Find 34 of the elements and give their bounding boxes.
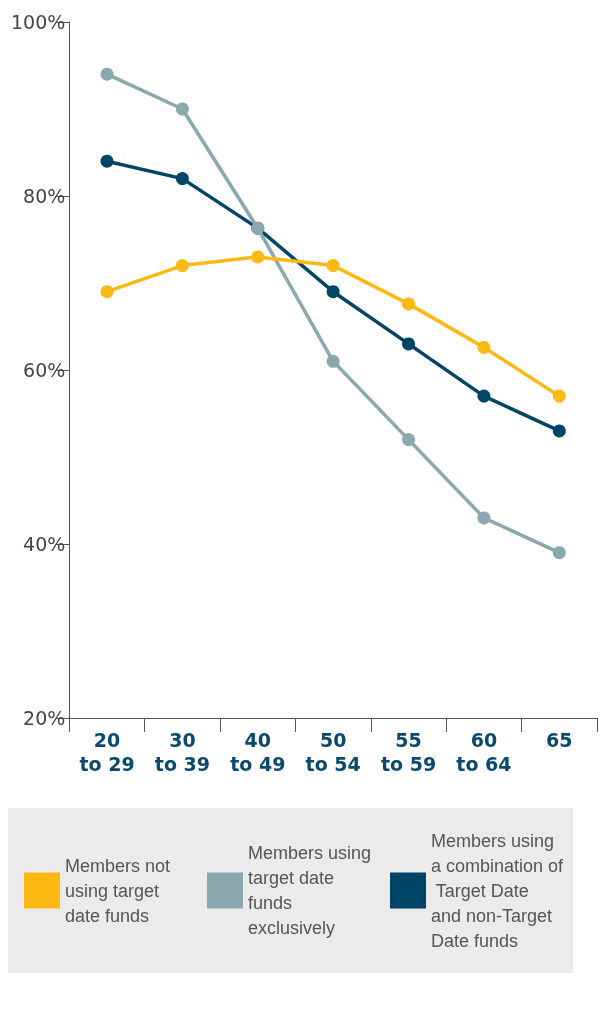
x-tick-label: 30 to 39 <box>154 729 210 775</box>
y-tick-label: 100% <box>10 11 66 33</box>
point <box>326 285 340 299</box>
legend-label: Members using a combination of Target Date and non-Target Date funds <box>431 830 565 951</box>
x-tick-label: 20 to 29 <box>79 729 135 775</box>
point <box>175 102 189 116</box>
y-tick-label: 60% <box>23 359 66 381</box>
point <box>402 337 416 351</box>
point <box>552 389 566 403</box>
legend-label: Members not using target date funds <box>65 855 176 926</box>
point <box>326 259 340 273</box>
point <box>326 354 340 368</box>
x-tick-label: 50 to 54 <box>305 729 361 775</box>
point <box>100 154 114 168</box>
point <box>477 340 491 354</box>
point <box>402 433 416 447</box>
x-tick-label: 40 to 49 <box>230 729 286 775</box>
point <box>100 67 114 81</box>
point <box>175 259 189 273</box>
legend-label: Members using target date funds exclusively <box>248 843 377 938</box>
point <box>552 424 566 438</box>
point <box>477 389 491 403</box>
point <box>477 511 491 525</box>
y-tick-label: 40% <box>23 533 66 555</box>
x-tick-label: 65 <box>546 729 573 751</box>
y-tick-label: 80% <box>23 185 66 207</box>
x-tick-label: 60 to 64 <box>456 729 512 775</box>
point <box>175 172 189 186</box>
point <box>100 285 114 299</box>
point <box>251 250 265 264</box>
point <box>552 546 566 560</box>
x-tick-label: 55 to 59 <box>380 729 437 775</box>
point <box>402 297 416 311</box>
y-tick-label: 20% <box>23 707 66 729</box>
